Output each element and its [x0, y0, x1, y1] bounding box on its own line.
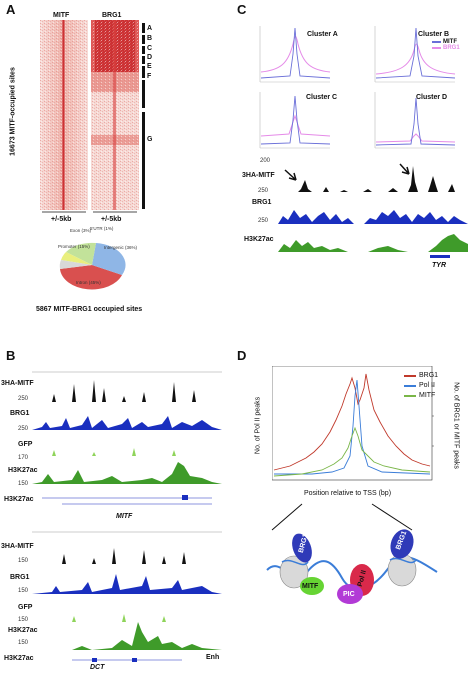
panel-c-letter: C [237, 2, 247, 17]
pie-label-utr: 5'UTR (1%) [90, 226, 114, 231]
legend-swatch-mitf-d [404, 394, 416, 397]
pie-label-intergenic: Intergenic (36%) [104, 245, 138, 250]
heatmap-col-brg1: BRG1 [102, 12, 122, 19]
b-bot-scale-brg1: 150 [18, 588, 29, 594]
profile-legend: MITF BRG1 [432, 39, 460, 51]
b-top-scale-h3k27ac: 150 [18, 481, 29, 487]
schematic-label-mitf: MITF [302, 583, 319, 590]
chromatin-schematic [266, 503, 438, 604]
profile-title-d: Cluster D [416, 94, 448, 101]
enh-label: Enh [206, 654, 220, 661]
dct-locus-tracks [32, 531, 222, 662]
b-top-scale-mitf: 250 [18, 396, 29, 402]
legend-swatch-brg1-d [404, 374, 416, 377]
tss-ylabel-left: No. of Pol II peaks [254, 396, 262, 455]
pie-slice-intron [60, 265, 122, 290]
panel-a-letter: A [6, 2, 16, 17]
heatmap-col-mitf: MITF [53, 12, 70, 19]
brg1-track [278, 210, 468, 224]
b-top-label-h3k27ac: H3K27ac [8, 467, 38, 474]
cluster-label-b: B [147, 35, 153, 42]
gene-label-tyr: TYR [432, 262, 446, 269]
series-line-polii [274, 379, 431, 475]
b-bot-label-gfp: GFP [18, 604, 33, 611]
cluster-bar [142, 23, 145, 209]
heatmap [40, 20, 139, 210]
pie-label-intron: Intron (45%) [76, 280, 101, 285]
b-bot-label-h3k27ac-2: H3K27ac [4, 655, 34, 662]
b-bot-scale-gfp: 150 [18, 617, 29, 623]
cluster-label-c: C [147, 45, 153, 52]
tss-legend: BRG1 Pol II MITF [404, 372, 438, 399]
b-bot-scale-h3k27ac: 150 [18, 640, 29, 646]
h3k27ac-track [278, 234, 468, 252]
tss-profile-chart [272, 366, 434, 481]
b-top-label-mitf: 3HA-MITF [1, 380, 34, 387]
b-top-label-h3k27ac-2: H3K27ac [4, 496, 34, 503]
b-top-label-gfp: GFP [18, 441, 33, 448]
pie-label-exon: Exon (3%) [70, 228, 92, 233]
b-bot-label-brg1: BRG1 [10, 574, 30, 581]
legend-label-brg1: BRG1 [443, 45, 460, 51]
panel-d-letter: D [237, 348, 247, 363]
b-top-label-brg1: BRG1 [10, 410, 30, 417]
tss-xlabel: Position relative to TSS (bp) [304, 490, 392, 497]
tss-ylabel-right: No. of BRG1 or MITF peaks [452, 382, 460, 469]
mitf-track [278, 166, 468, 192]
arrow-2 [399, 163, 410, 175]
b-top-scale-brg1: 250 [18, 426, 29, 432]
profile-title-a: Cluster A [307, 31, 338, 38]
cluster-label-a: A [147, 25, 153, 32]
pie-label-promoter: Promoter (15%) [58, 244, 90, 249]
pie-slice-exon [61, 252, 92, 265]
schematic-label-pic: PIC [343, 591, 355, 598]
track-label-c-mitf: 3HA-MITF [242, 172, 275, 179]
legend-label-brg1-d: BRG1 [419, 372, 439, 379]
track-label-c-brg1: BRG1 [252, 199, 272, 206]
cluster-label-d: D [147, 54, 153, 61]
legend-label-mitf: MITF [443, 39, 457, 45]
legend-swatch-brg1 [432, 47, 441, 49]
legend-swatch-polii [404, 384, 416, 387]
heatmap-axis [42, 211, 137, 213]
pie-slice-utr [59, 260, 92, 269]
track-scale-c-brg1: 250 [258, 188, 269, 194]
mitf-locus-tracks [32, 371, 222, 505]
gene-label-mitf: MITF [116, 513, 133, 520]
profile-title-b: Cluster B [418, 31, 450, 38]
legend-label-mitf-d: MITF [419, 392, 436, 399]
pie-title: 5867 MITF-BRG1 occupied sites [36, 306, 143, 313]
cluster-label-f: F [147, 73, 152, 80]
cluster-label-g: G [147, 136, 153, 143]
b-bot-label-mitf: 3HA-MITF [1, 543, 34, 550]
track-scale-c-mitf: 200 [260, 158, 271, 164]
panel-b-letter: B [6, 348, 16, 363]
b-bot-scale-mitf: 150 [18, 558, 29, 564]
track-label-c-h3k27ac: H3K27ac [244, 236, 274, 243]
heatmap-xlabel-brg1: +/-5kb [101, 216, 122, 223]
profile-title-c: Cluster C [306, 94, 338, 101]
gene-label-dct: DCT [90, 664, 105, 671]
legend-label-polii: Pol II [419, 382, 435, 389]
heatmap-ylabel: 16673 MITF-occupied sites [9, 67, 17, 156]
b-top-scale-gfp: 170 [18, 455, 29, 461]
series-line-mitf [273, 426, 431, 477]
tyr-tracks [278, 163, 468, 258]
pie-chart [59, 242, 126, 290]
legend-swatch-mitf [432, 41, 441, 43]
cluster-label-e: E [147, 63, 152, 70]
track-scale-c-h3k27ac: 250 [258, 218, 269, 224]
b-bot-label-h3k27ac: H3K27ac [8, 627, 38, 634]
cluster-profiles [259, 26, 456, 149]
heatmap-xlabel-mitf: +/-5kb [51, 216, 72, 223]
pie-slice-intergenic [92, 243, 126, 275]
pie-slice-promoter [66, 242, 96, 265]
arrow-1 [284, 169, 297, 181]
series-line-brg1 [273, 373, 431, 471]
